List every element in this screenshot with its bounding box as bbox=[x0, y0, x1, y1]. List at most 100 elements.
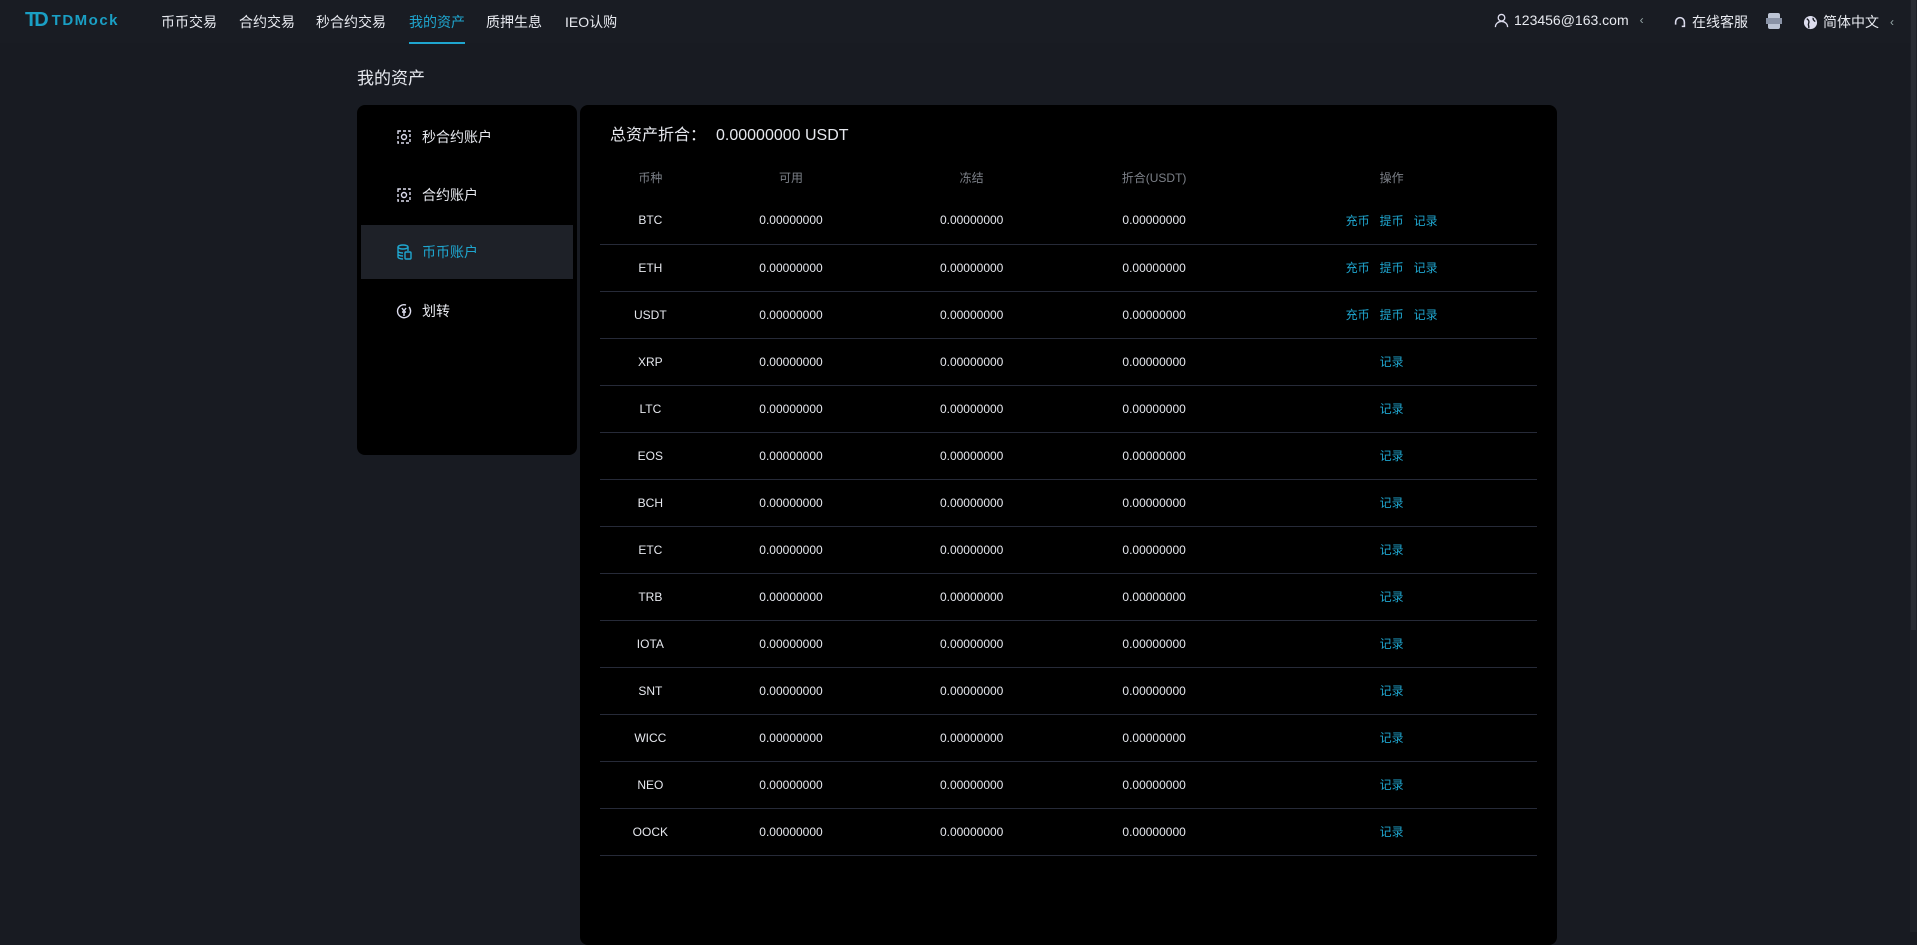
frozen-cell: 0.00000000 bbox=[881, 761, 1062, 809]
language-label: 简体中文 bbox=[1823, 14, 1879, 30]
page-title: 我的资产 bbox=[357, 69, 425, 88]
actions-cell: 充币 提币 记录 bbox=[1246, 291, 1537, 339]
record-link[interactable]: 记录 bbox=[1379, 825, 1404, 839]
record-link[interactable]: 记录 bbox=[1379, 355, 1404, 369]
actions-cell: 充币 提币 记录 bbox=[1246, 244, 1537, 292]
total-value: 0.00000000 USDT bbox=[716, 127, 849, 144]
usdt-cell: 0.00000000 bbox=[1061, 808, 1247, 856]
available-cell: 0.00000000 bbox=[700, 432, 882, 480]
table-row: USDT 0.00000000 0.00000000 0.00000000 充币 提币 记录 bbox=[600, 291, 1537, 339]
frozen-cell: 0.00000000 bbox=[881, 432, 1062, 480]
account-sidebar: 秒合约账户 合约账户 币币账户 划转 bbox=[357, 105, 577, 455]
available-cell: 0.00000000 bbox=[700, 197, 882, 245]
usdt-cell: 0.00000000 bbox=[1061, 479, 1247, 527]
record-link[interactable]: 记录 bbox=[1379, 684, 1404, 698]
nav-ieo[interactable]: IEO认购 bbox=[565, 14, 618, 30]
record-link[interactable]: 记录 bbox=[1379, 778, 1404, 792]
actions-cell: 记录 bbox=[1246, 714, 1537, 762]
coin-cell: EOS bbox=[600, 432, 701, 480]
available-cell: 0.00000000 bbox=[700, 338, 882, 386]
table-row: XRP 0.00000000 0.00000000 0.00000000 记录 bbox=[600, 338, 1537, 386]
user-menu[interactable]: 123456@163.com ‹ bbox=[1494, 12, 1644, 28]
sidebar-item-contract-account[interactable]: 合约账户 bbox=[361, 168, 573, 222]
available-cell: 0.00000000 bbox=[700, 479, 882, 527]
record-link[interactable]: 记录 bbox=[1379, 543, 1404, 557]
usdt-cell: 0.00000000 bbox=[1061, 385, 1247, 433]
support-label: 在线客服 bbox=[1692, 14, 1748, 30]
asset-table: 币种 可用 冻结 折合(USDT) 操作 BTC 0.00000000 0.0000… bbox=[600, 157, 1537, 856]
sidebar-item-transfer[interactable]: 划转 bbox=[361, 284, 573, 338]
record-link[interactable]: 记录 bbox=[1379, 637, 1404, 651]
scrollbar-thumb[interactable] bbox=[1911, 0, 1916, 630]
deposit-link[interactable]: 充币 bbox=[1345, 213, 1370, 228]
deposit-link[interactable]: 充币 bbox=[1345, 308, 1370, 322]
usdt-cell: 0.00000000 bbox=[1061, 620, 1247, 668]
frozen-cell: 0.00000000 bbox=[881, 667, 1062, 715]
chevron-left-icon: ‹ bbox=[1639, 13, 1644, 27]
sidebar-item-spot-account[interactable]: 币币账户 bbox=[361, 225, 573, 279]
withdraw-link[interactable]: 提币 bbox=[1379, 261, 1404, 275]
logo[interactable]: TD TDMock bbox=[25, 9, 119, 32]
top-nav: TD TDMock 币币交易 合约交易 秒合约交易 我的资产 质押生息 IEO认购… bbox=[0, 0, 1917, 44]
coin-cell: LTC bbox=[600, 385, 701, 433]
coin-cell: TRB bbox=[600, 573, 701, 621]
sidebar-item-label: 币币账户 bbox=[422, 244, 478, 260]
coin-cell: XRP bbox=[600, 338, 701, 386]
record-link[interactable]: 记录 bbox=[1379, 731, 1404, 745]
nav-second-contract[interactable]: 秒合约交易 bbox=[316, 14, 386, 30]
coin-cell: ETH bbox=[600, 244, 701, 292]
actions-cell: 记录 bbox=[1246, 338, 1537, 386]
table-header: 币种 可用 冻结 折合(USDT) 操作 bbox=[600, 157, 1537, 197]
available-cell: 0.00000000 bbox=[700, 573, 882, 621]
table-row: IOTA 0.00000000 0.00000000 0.00000000 记录 bbox=[600, 620, 1537, 668]
withdraw-link[interactable]: 提币 bbox=[1379, 213, 1404, 228]
record-link[interactable]: 记录 bbox=[1413, 261, 1438, 275]
actions-cell: 记录 bbox=[1246, 479, 1537, 527]
frozen-cell: 0.00000000 bbox=[881, 526, 1062, 574]
contract-icon bbox=[397, 188, 411, 202]
frozen-cell: 0.00000000 bbox=[881, 479, 1062, 527]
deposit-link[interactable]: 充币 bbox=[1345, 261, 1370, 275]
nav-staking[interactable]: 质押生息 bbox=[486, 14, 542, 30]
record-link[interactable]: 记录 bbox=[1413, 213, 1438, 228]
col-coin: 币种 bbox=[638, 170, 663, 185]
table-row: WICC 0.00000000 0.00000000 0.00000000 记录 bbox=[600, 714, 1537, 762]
usdt-cell: 0.00000000 bbox=[1061, 573, 1247, 621]
table-row: EOS 0.00000000 0.00000000 0.00000000 记录 bbox=[600, 432, 1537, 480]
coin-cell: USDT bbox=[600, 291, 701, 339]
record-link[interactable]: 记录 bbox=[1413, 308, 1438, 322]
online-support[interactable]: 在线客服 bbox=[1673, 12, 1748, 32]
available-cell: 0.00000000 bbox=[700, 714, 882, 762]
language-selector[interactable]: 简体中文 ‹ bbox=[1803, 12, 1894, 32]
frozen-cell: 0.00000000 bbox=[881, 385, 1062, 433]
frozen-cell: 0.00000000 bbox=[881, 714, 1062, 762]
coin-cell: BCH bbox=[600, 479, 701, 527]
app-download[interactable] bbox=[1766, 12, 1782, 30]
sidebar-item-second-contract-account[interactable]: 秒合约账户 bbox=[361, 110, 573, 164]
record-link[interactable]: 记录 bbox=[1379, 449, 1404, 463]
record-link[interactable]: 记录 bbox=[1379, 402, 1404, 416]
coin-cell: SNT bbox=[600, 667, 701, 715]
col-frozen: 冻结 bbox=[959, 170, 984, 185]
table-row: BTC 0.00000000 0.00000000 0.00000000 充币 提币 记录 bbox=[600, 197, 1537, 245]
usdt-cell: 0.00000000 bbox=[1061, 244, 1247, 292]
transfer-icon bbox=[396, 304, 412, 319]
table-row: ETC 0.00000000 0.00000000 0.00000000 记录 bbox=[600, 526, 1537, 574]
withdraw-link[interactable]: 提币 bbox=[1379, 308, 1404, 322]
headset-icon bbox=[1674, 16, 1686, 28]
table-row: BCH 0.00000000 0.00000000 0.00000000 记录 bbox=[600, 479, 1537, 527]
asset-panel: 总资产折合： 0.00000000 USDT 币种 可用 冻结 折合(USDT) … bbox=[580, 105, 1557, 945]
available-cell: 0.00000000 bbox=[700, 385, 882, 433]
actions-cell: 记录 bbox=[1246, 808, 1537, 856]
chevron-left-icon: ‹ bbox=[1890, 15, 1894, 29]
record-link[interactable]: 记录 bbox=[1379, 496, 1404, 510]
nav-my-assets[interactable]: 我的资产 bbox=[409, 14, 465, 44]
usdt-cell: 0.00000000 bbox=[1061, 197, 1247, 245]
table-row: LTC 0.00000000 0.00000000 0.00000000 记录 bbox=[600, 385, 1537, 433]
globe-icon bbox=[1803, 15, 1818, 29]
record-link[interactable]: 记录 bbox=[1379, 590, 1404, 604]
page-scrollbar[interactable] bbox=[1910, 0, 1917, 932]
nav-spot-trading[interactable]: 币币交易 bbox=[161, 14, 217, 30]
available-cell: 0.00000000 bbox=[700, 526, 882, 574]
nav-contract-trading[interactable]: 合约交易 bbox=[239, 14, 295, 30]
